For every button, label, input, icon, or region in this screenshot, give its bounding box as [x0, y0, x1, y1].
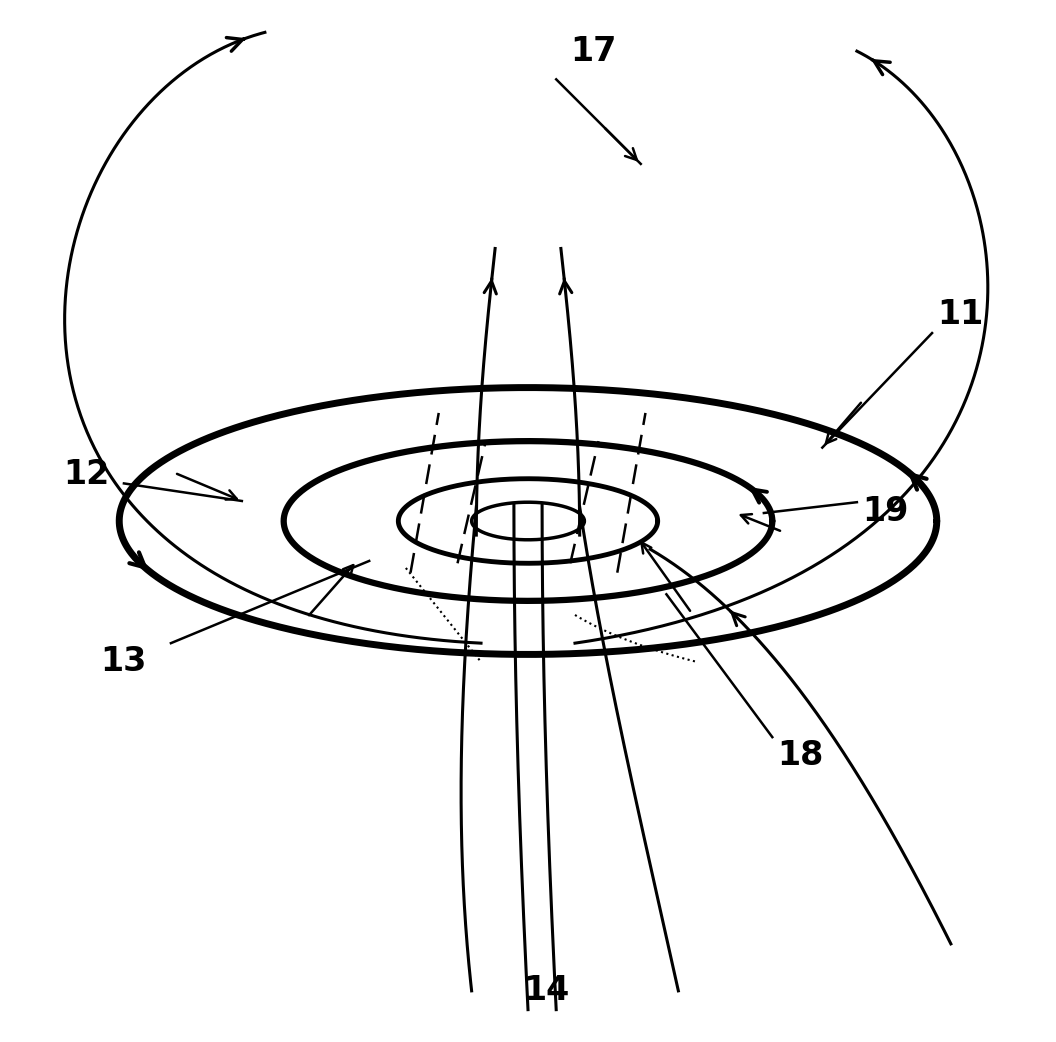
Text: 14: 14 — [524, 974, 570, 1008]
Text: 17: 17 — [570, 34, 617, 68]
Text: 13: 13 — [100, 645, 147, 678]
Text: 12: 12 — [63, 457, 110, 491]
Text: 18: 18 — [777, 740, 824, 772]
Text: 11: 11 — [937, 298, 983, 330]
Text: 19: 19 — [862, 495, 908, 528]
